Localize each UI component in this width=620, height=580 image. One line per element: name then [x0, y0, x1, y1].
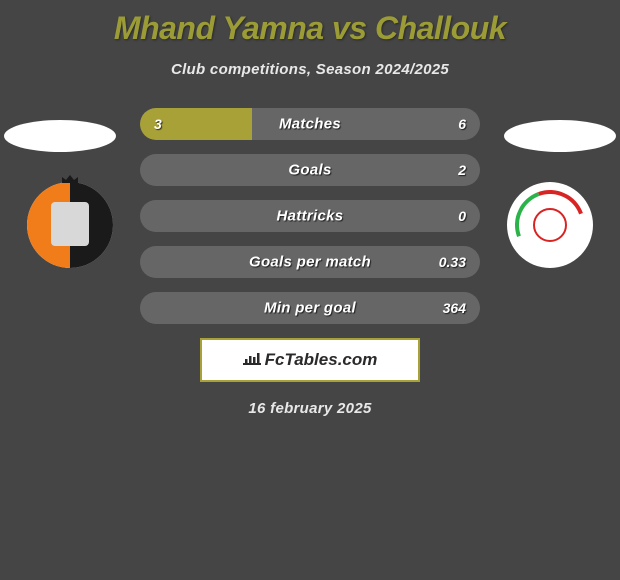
- chart-icon: [243, 350, 261, 370]
- bar-row-matches: 3 Matches 6: [140, 108, 480, 140]
- bar-left-value: 3: [154, 116, 162, 132]
- bar-row-goals-per-match: Goals per match 0.33: [140, 246, 480, 278]
- right-badge-circle: [507, 182, 593, 268]
- subtitle: Club competitions, Season 2024/2025: [0, 61, 620, 78]
- comparison-bars: 3 Matches 6 Goals 2 Hattricks 0 Goals pe…: [140, 108, 480, 324]
- crown-icon: [60, 172, 80, 184]
- bar-label: Goals: [288, 162, 331, 179]
- left-badge-circle: [27, 182, 113, 268]
- bar-row-min-per-goal: Min per goal 364: [140, 292, 480, 324]
- brand-text: FcTables.com: [265, 350, 378, 370]
- bar-row-goals: Goals 2: [140, 154, 480, 186]
- bar-row-hattricks: Hattricks 0: [140, 200, 480, 232]
- brand-box[interactable]: FcTables.com: [200, 338, 420, 382]
- bar-right-value: 2: [458, 162, 466, 178]
- bar-label: Hattricks: [277, 208, 344, 225]
- bar-right-value: 364: [443, 300, 466, 316]
- bar-label: Matches: [279, 116, 341, 133]
- right-player-ellipse: [504, 120, 616, 152]
- left-player-ellipse: [4, 120, 116, 152]
- left-emblem-icon: [51, 202, 89, 246]
- left-team-badge: [20, 182, 120, 268]
- main-content: 3 Matches 6 Goals 2 Hattricks 0 Goals pe…: [0, 108, 620, 417]
- bar-label: Goals per match: [249, 254, 371, 271]
- right-team-badge: [500, 182, 600, 268]
- comparison-widget: Mhand Yamna vs Challouk Club competition…: [0, 0, 620, 417]
- page-title: Mhand Yamna vs Challouk: [0, 0, 620, 47]
- brand-label: FcTables.com: [243, 350, 378, 370]
- right-badge-ball-icon: [533, 208, 567, 242]
- bar-label: Min per goal: [264, 300, 356, 317]
- bar-right-value: 0: [458, 208, 466, 224]
- date-label: 16 february 2025: [0, 400, 620, 417]
- bar-right-value: 0.33: [439, 254, 466, 270]
- bar-right-value: 6: [458, 116, 466, 132]
